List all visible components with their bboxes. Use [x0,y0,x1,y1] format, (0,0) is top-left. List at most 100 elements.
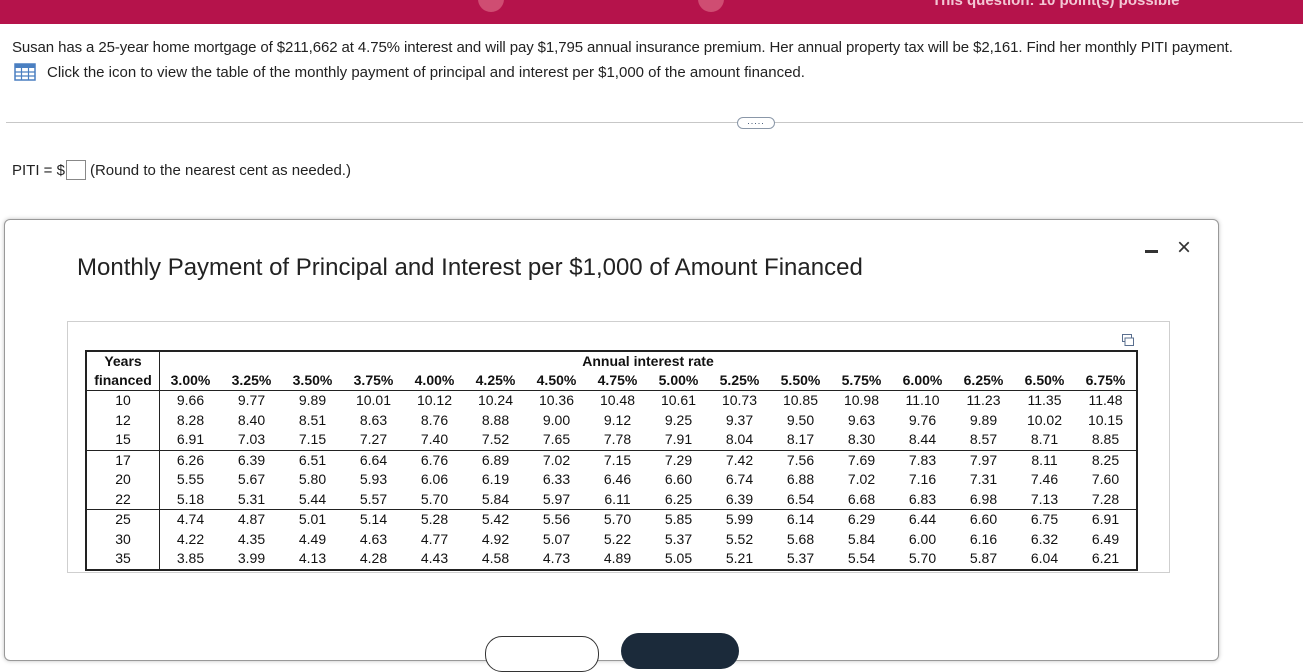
rate-header: 4.00% [404,371,465,391]
payment-cell: 11.48 [1088,392,1123,408]
payment-cell: 6.51 [298,451,327,468]
piti-label: PITI = $ [12,161,65,179]
payment-cell: 8.44 [892,430,953,451]
payment-cell: 5.22 [603,530,632,547]
payment-cell: 6.76 [420,451,449,468]
minimize-icon[interactable] [1144,242,1160,258]
rate-header: 4.25% [465,371,526,391]
payment-cell: 4.74 [176,511,205,527]
payment-cell: 6.91 [159,430,221,451]
payment-cell: 6.83 [892,489,953,510]
payment-cell: 8.04 [709,430,770,451]
years-cell: 30 [86,529,160,549]
payment-cell: 6.54 [770,489,831,510]
payment-cell: 8.40 [237,411,266,428]
divider [6,122,1303,123]
payment-cell: 4.43 [420,550,449,566]
more-icon[interactable]: ..... [737,117,775,129]
payment-cell: 5.56 [542,511,571,527]
payment-cell: 5.70 [603,511,632,527]
payment-cell: 11.23 [966,392,1001,408]
payment-cell: 5.97 [526,489,587,510]
rate-header: 6.25% [953,371,1014,391]
payment-cell: 8.76 [420,411,449,428]
close-icon[interactable]: × [1177,234,1192,261]
payment-cell: 10.61 [660,392,697,408]
payment-cell: 10.73 [721,392,758,408]
payment-cell: 7.42 [725,451,754,468]
payment-cell: 6.49 [1091,530,1120,547]
payment-cell: 4.22 [176,530,205,547]
payment-cell: 9.00 [542,411,571,428]
payment-cell: 8.57 [953,430,1014,451]
question-text: Susan has a 25-year home mortgage of $21… [12,39,1233,56]
payment-cell: 6.98 [953,489,1014,510]
payment-cell: 4.35 [237,530,266,547]
payment-cell: 6.19 [481,471,510,487]
payment-cell: 4.92 [481,530,510,547]
table-row: 30 4.22 4.35 4.49 4.63 4.77 4.92 5.07 5.22 5.37 5.… [86,529,1137,549]
payment-cell: 4.87 [237,511,266,527]
payment-cell: 6.11 [587,489,648,510]
payment-cell: 9.89 [969,411,998,428]
payment-cell: 4.28 [359,550,388,566]
nav-dot-icon [698,0,724,12]
payment-cell: 7.28 [1075,489,1137,510]
payment-cell: 6.91 [1091,511,1120,527]
copy-icon[interactable] [1122,334,1134,346]
payment-cell: 7.83 [908,451,937,468]
payment-cell: 6.39 [237,451,266,468]
payment-cell: 5.05 [664,550,693,566]
payment-cell: 10.12 [416,392,453,408]
payment-cell: 6.64 [359,451,388,468]
table-row: 17 6.26 6.39 6.51 6.64 6.76 6.89 7.02 7.15 7.29 7.… [86,450,1137,470]
payment-cell: 10.36 [538,392,575,408]
payment-cell: 5.67 [237,471,266,487]
payment-cell: 7.65 [526,430,587,451]
payment-cell: 4.77 [420,530,449,547]
grid-table-icon[interactable] [14,63,36,81]
payment-cell: 6.00 [908,530,937,547]
payment-cell: 9.12 [603,411,632,428]
table-row: 15 6.91 7.03 7.15 7.27 7.40 7.52 7.65 7.78 7.91 8.… [86,430,1137,451]
rate-header: 5.75% [831,371,892,391]
hint-text[interactable]: Click the icon to view the table of the … [47,63,805,81]
secondary-button[interactable] [485,636,599,672]
payment-cell: 6.21 [1091,550,1120,566]
payment-cell: 5.68 [786,530,815,547]
primary-button[interactable] [621,633,739,669]
payment-cell: 7.29 [664,451,693,468]
payment-cell: 6.16 [969,530,998,547]
payment-cell: 5.52 [725,530,754,547]
payment-cell: 5.21 [725,550,754,566]
payment-cell: 7.46 [1030,471,1059,487]
payment-cell: 5.31 [221,489,282,510]
rate-header: 5.25% [709,371,770,391]
payment-cell: 5.42 [481,511,510,527]
payment-cell: 7.16 [908,471,937,487]
payment-cell: 5.70 [404,489,465,510]
payment-cell: 7.97 [969,451,998,468]
payment-cell: 7.02 [542,451,571,468]
payment-cell: 6.75 [1030,511,1059,527]
modal-title: Monthly Payment of Principal and Interes… [77,254,863,281]
payment-cell: 5.18 [159,489,221,510]
payment-cell: 8.71 [1014,430,1075,451]
payment-cell: 6.68 [831,489,892,510]
payment-cell: 6.60 [969,511,998,527]
table-row: 25 4.74 4.87 5.01 5.14 5.28 5.42 5.56 5.70 5.85 5.… [86,509,1137,530]
years-cell: 10 [86,390,160,411]
payment-cell: 8.30 [831,430,892,451]
payment-cell: 9.63 [847,411,876,428]
years-cell: 35 [86,549,160,570]
rate-header: 3.50% [282,371,343,391]
payment-cell: 10.98 [843,392,880,408]
piti-answer-input[interactable] [65,160,86,180]
payment-cell: 10.01 [355,392,392,408]
rate-header: 5.50% [770,371,831,391]
answer-row: PITI = $ (Round to the nearest cent as n… [12,160,351,180]
table-row: 35 3.85 3.99 4.13 4.28 4.43 4.58 4.73 4.89 5.05 5.… [86,549,1137,570]
payment-cell: 9.89 [298,392,327,408]
payment-cell: 5.85 [664,511,693,527]
payment-cell: 9.25 [664,411,693,428]
